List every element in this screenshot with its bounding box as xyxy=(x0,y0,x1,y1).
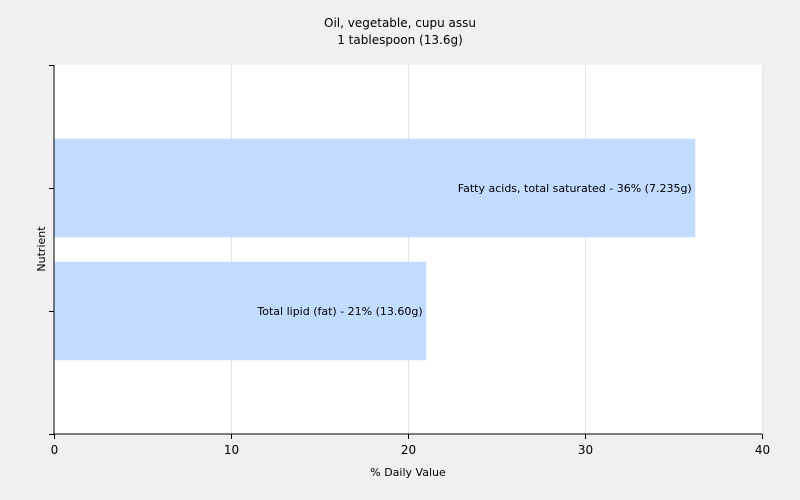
bar xyxy=(54,261,427,361)
x-tick-label: 10 xyxy=(224,443,239,457)
bars: Fatty acids, total saturated - 36% (7.23… xyxy=(54,138,696,361)
bar-data-label: Fatty acids, total saturated - 36% (7.23… xyxy=(458,182,692,195)
bar xyxy=(54,138,696,238)
y-axis-title: Nutrient xyxy=(35,226,48,272)
gridlines xyxy=(231,65,763,434)
chart-subtitle: 1 tablespoon (13.6g) xyxy=(337,33,463,47)
x-tick-label: 20 xyxy=(401,443,416,457)
x-tick-label: 40 xyxy=(755,443,770,457)
x-tick-label: 30 xyxy=(578,443,593,457)
bar-data-label: Total lipid (fat) - 21% (13.60g) xyxy=(256,305,422,318)
ticks: 0 10 20 30 40 xyxy=(49,65,770,457)
x-tick-label: 0 xyxy=(51,443,59,457)
x-axis-title: % Daily Value xyxy=(370,466,446,479)
chart-title: Oil, vegetable, cupu assu xyxy=(324,16,476,30)
